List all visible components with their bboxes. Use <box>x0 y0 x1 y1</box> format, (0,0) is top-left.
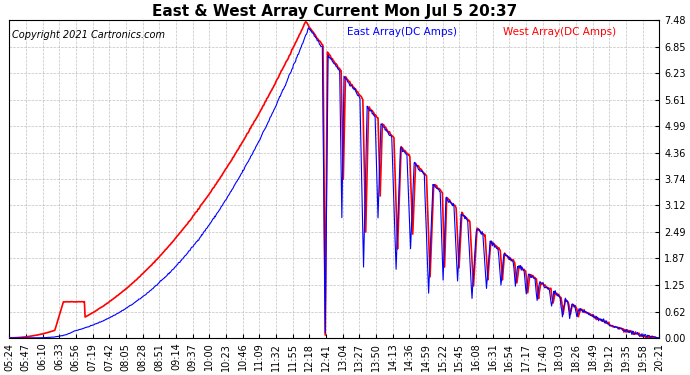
Text: Copyright 2021 Cartronics.com: Copyright 2021 Cartronics.com <box>12 30 166 40</box>
Text: West Array(DC Amps): West Array(DC Amps) <box>503 27 616 37</box>
Title: East & West Array Current Mon Jul 5 20:37: East & West Array Current Mon Jul 5 20:3… <box>152 4 517 19</box>
Text: East Array(DC Amps): East Array(DC Amps) <box>347 27 457 37</box>
